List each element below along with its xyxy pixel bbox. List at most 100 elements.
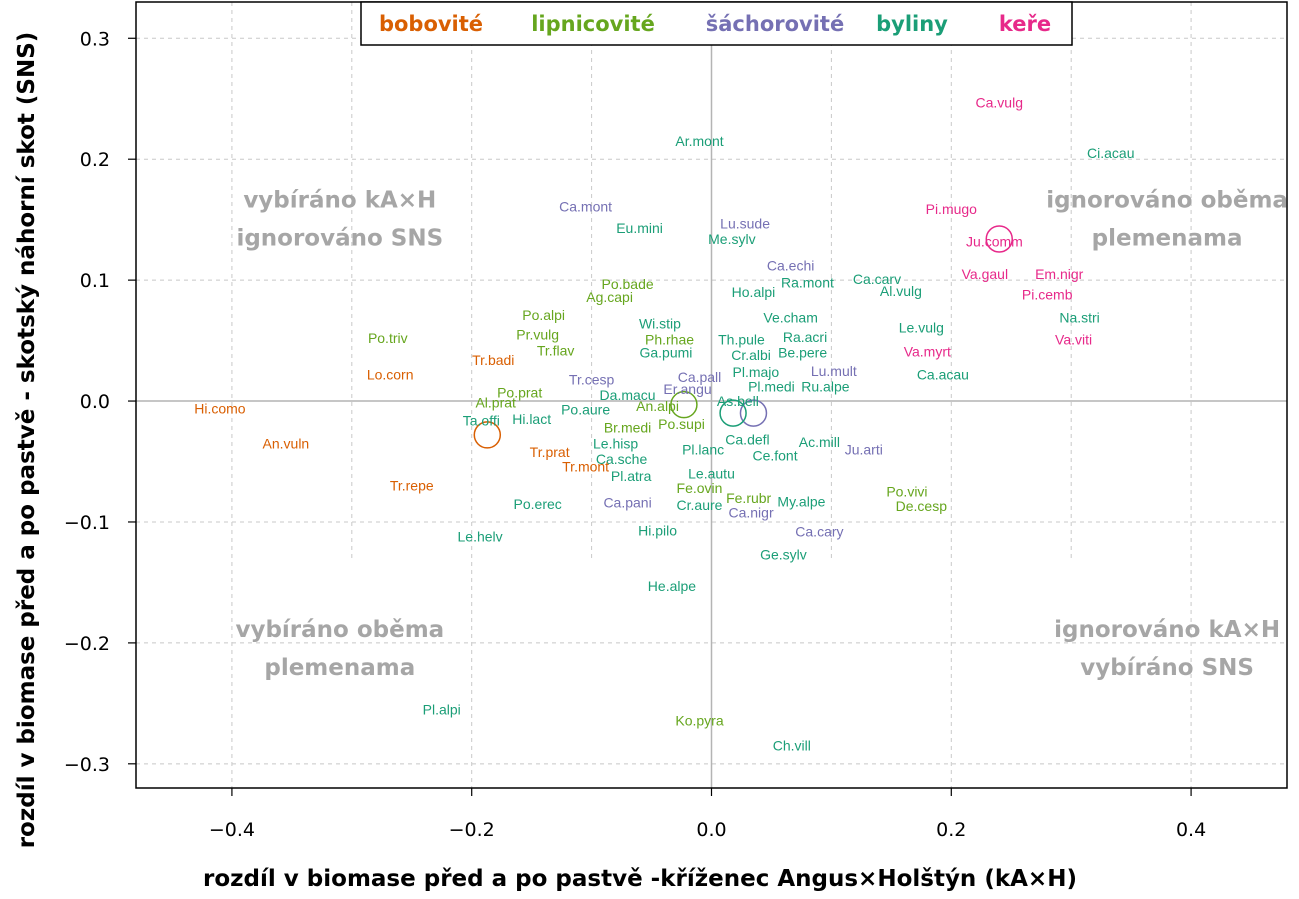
- point-label: Cr.albi: [731, 347, 771, 363]
- y-tick-label: −0.2: [64, 633, 110, 655]
- point-label: Ta.offi: [463, 412, 500, 428]
- point-label: Ge.sylv: [760, 547, 807, 563]
- point-label: Hi.lact: [512, 411, 551, 427]
- point-label: Pl.majo: [733, 364, 780, 380]
- point-label: Pl.medi: [748, 379, 795, 395]
- point-label: Ar.mont: [675, 133, 723, 149]
- quadrant-label-line2: plemenama: [1092, 226, 1243, 252]
- point-label: Ci.acau: [1087, 145, 1134, 161]
- point-label: Lo.corn: [367, 366, 414, 382]
- point-label: Ac.mill: [799, 434, 840, 450]
- point-label: Ju.comm: [966, 233, 1023, 249]
- legend-entry: bobovité: [379, 12, 483, 36]
- x-tick-label: −0.4: [209, 819, 255, 841]
- point-label: Tr.flav: [537, 342, 575, 358]
- point-label: Tr.badi: [472, 352, 514, 368]
- group-centroid-circle: [473, 421, 502, 449]
- x-tick-label: 0.2: [936, 819, 966, 841]
- quadrant-label-line2: vybíráno SNS: [1080, 655, 1254, 681]
- x-tick-label: 0.4: [1176, 819, 1206, 841]
- point-label: Al.vulg: [880, 283, 922, 299]
- y-tick-label: 0.0: [80, 391, 110, 413]
- quadrant-label-line1: vybíráno oběma: [235, 617, 444, 643]
- point-label: Al.prat: [475, 394, 516, 410]
- point-label: Wi.stip: [639, 316, 681, 332]
- point-label: Ca.sche: [596, 451, 648, 467]
- point-label: Le.autu: [688, 466, 735, 482]
- point-label: Pl.lanc: [682, 441, 724, 457]
- point-label: Pl.alpi: [423, 701, 461, 717]
- point-label: Tr.repe: [390, 478, 434, 494]
- point-label: Ca.acau: [917, 366, 969, 382]
- point-label: Br.medi: [604, 420, 651, 436]
- y-tick-label: −0.3: [64, 754, 110, 776]
- legend-entry: byliny: [876, 12, 948, 36]
- point-label: An.alpi: [636, 398, 679, 414]
- legend-entry: šáchorovité: [706, 12, 844, 36]
- point-label: Be.pere: [778, 345, 827, 361]
- y-tick-label: −0.1: [64, 512, 110, 534]
- point-label: Ra.acri: [783, 329, 827, 345]
- y-tick-label: 0.3: [80, 28, 110, 50]
- group-centroid-circle: [985, 225, 1013, 253]
- point-label: Po.bade: [601, 276, 653, 292]
- point-label: Ca.nigr: [728, 504, 773, 520]
- point-label: Da.macu: [600, 387, 656, 403]
- point-label: Na.stri: [1059, 310, 1099, 326]
- point-label: Ju.arti: [845, 441, 883, 457]
- group-centroids: [473, 225, 1013, 449]
- point-label: Ca.echi: [767, 258, 814, 274]
- point-label: Tr.mont: [562, 458, 609, 474]
- point-label: Ph.rhae: [645, 331, 694, 347]
- point-label: Cr.aure: [677, 497, 723, 513]
- quadrant-label-line2: plemenama: [264, 655, 415, 681]
- x-axis: −0.4 −0.2 0.0 0.2 0.4: [209, 788, 1206, 841]
- quadrant-labels: vybíráno kA×H ignorováno SNS ignorováno ob…: [235, 188, 1288, 681]
- point-label: Va.myrt: [904, 343, 951, 359]
- point-label: Ho.alpi: [732, 284, 776, 300]
- point-label: Ca.vulg: [976, 94, 1023, 110]
- point-label: Ru.alpe: [801, 379, 849, 395]
- y-axis: −0.3 −0.2 −0.1 0.0 0.1 0.2 0.3: [64, 28, 136, 776]
- y-axis-title: rozdíl v biomase před a po pastvě - skot…: [14, 32, 40, 849]
- y-tick-label: 0.1: [80, 270, 110, 292]
- point-label: Va.gaul: [962, 266, 1008, 282]
- point-label: Ag.capi: [586, 289, 633, 305]
- point-label: Ch.vill: [773, 738, 811, 754]
- point-label: De.cesp: [896, 498, 948, 514]
- point-label: Po.triv: [368, 330, 408, 346]
- point-label: Tr.cesp: [569, 371, 615, 387]
- point-label: My.alpe: [777, 493, 825, 509]
- point-label: Ca.cary: [795, 524, 843, 540]
- point-label: Le.vulg: [899, 319, 944, 335]
- legend-box: [360, 1, 1073, 46]
- point-label: Po.vivi: [886, 484, 927, 500]
- point-label: Hi.como: [194, 400, 246, 416]
- point-label: Ra.mont: [781, 275, 834, 291]
- point-label: Tr.prat: [530, 444, 570, 460]
- y-tick-label: 0.2: [80, 149, 110, 171]
- x-tick-label: −0.2: [449, 819, 495, 841]
- point-label: Fe.ovin: [677, 480, 723, 496]
- point-label: Hi.pilo: [638, 522, 677, 538]
- point-label: Lu.mult: [811, 363, 857, 379]
- point-label: Po.erec: [514, 496, 562, 512]
- legend: bobovité lipnicovité šáchorovité byliny keře: [360, 1, 1073, 46]
- point-label: Ve.cham: [763, 310, 817, 326]
- reference-lines: [136, 2, 1287, 788]
- point-label: Er.angu: [663, 381, 711, 397]
- point-label: As.bell: [717, 393, 759, 409]
- legend-entry: keře: [999, 12, 1051, 36]
- point-label: Ca.defl: [725, 432, 769, 448]
- point-label: Le.hisp: [593, 435, 638, 451]
- x-axis-title: rozdíl v biomase před a po pastvě -kříže…: [203, 866, 1077, 892]
- point-label: Me.sylv: [708, 231, 755, 247]
- point-label: Ca.pani: [603, 495, 651, 511]
- group-centroid-circle: [739, 399, 768, 427]
- quadrant-label-line1: vybíráno kA×H: [243, 188, 436, 214]
- point-label: Ko.pyra: [675, 712, 723, 728]
- point-label: Po.supi: [658, 416, 705, 432]
- point-label: Va.viti: [1055, 331, 1092, 347]
